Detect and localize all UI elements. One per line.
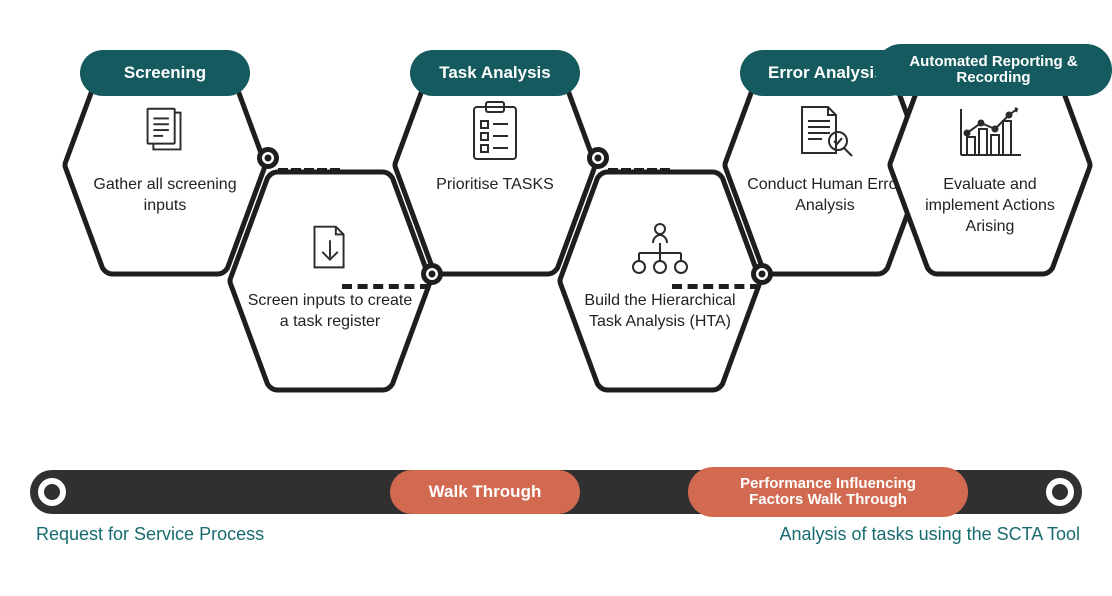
hex-text-error-analysis: Conduct Human Error Analysis [742,175,908,217]
connector-screening-task-register [278,168,340,174]
orgchart-icon [627,211,693,285]
hex-text-task-analysis: Prioritise TASKS [436,175,554,196]
documents-icon [134,95,196,169]
bar-endcap-left [38,478,66,506]
barchart-icon [955,95,1025,169]
caption-0: Request for Service Process [36,524,264,545]
pill-screening: Screening [80,50,250,96]
checklist-icon [466,95,524,169]
node-hta-error-analysis [751,263,773,285]
download-doc-icon [299,211,361,285]
caption-1: Analysis of tasks using the SCTA Tool [780,524,1080,545]
bar-pill-0: Walk Through [390,470,580,514]
connector-hta-error-analysis [672,284,760,290]
hex-text-task-register: Screen inputs to create a task register [247,291,413,333]
hex-text-hta: Build the Hierarchical Task Analysis (HT… [577,291,743,333]
bar-endcap-right [1046,478,1074,506]
node-task-analysis-hta [587,147,609,169]
connector-task-register-task-analysis [342,284,430,290]
pill-reporting: Automated Reporting & Recording [875,44,1112,96]
doc-magnify-icon [792,95,858,169]
node-task-register-task-analysis [421,263,443,285]
hex-text-reporting: Evaluate and implement Actions Arising [907,175,1073,237]
bar-pill-1: Performance Influencing Factors Walk Thr… [688,467,968,517]
node-screening-task-register [257,147,279,169]
pill-task-analysis: Task Analysis [410,50,580,96]
connector-task-analysis-hta [608,168,670,174]
hex-text-screening: Gather all screening inputs [82,175,248,217]
